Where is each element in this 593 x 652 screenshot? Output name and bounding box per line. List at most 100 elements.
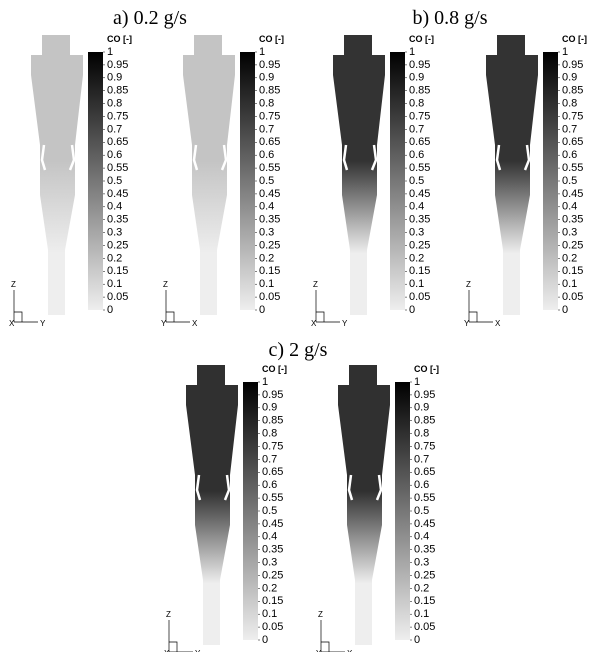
colorbar-tick-label: 0.85	[107, 85, 128, 97]
axis-label: X	[311, 319, 317, 328]
colorbar-tick-label: 0.2	[259, 252, 274, 264]
axis-triad	[468, 290, 493, 323]
reactor	[486, 35, 538, 315]
axis-triad	[168, 620, 193, 652]
colorbar-tick-label: 0.25	[259, 239, 280, 251]
baffle	[347, 474, 383, 501]
plot: CO [-]10.950.90.850.80.750.70.650.60.550…	[9, 34, 132, 328]
axis-label: X	[495, 319, 501, 328]
colorbar-tick-label: 0.5	[262, 505, 277, 517]
axis-triad	[320, 620, 345, 652]
colorbar-tick-label: 0.7	[259, 123, 274, 135]
colorbar-tick-label: 0.95	[562, 59, 583, 71]
axis-label: Y	[40, 319, 46, 328]
colorbar-tick-label: 0.15	[107, 265, 128, 277]
colorbar-tick-label: 0.95	[107, 59, 128, 71]
baffle	[342, 144, 378, 171]
colorbar-tick-label: 0.7	[262, 453, 277, 465]
baffle	[40, 144, 76, 171]
colorbar-tick-label: 0.4	[562, 201, 577, 213]
colorbar-tick-label: 0.35	[562, 214, 583, 226]
colorbar	[390, 52, 405, 310]
baffle	[192, 144, 228, 171]
colorbar-tick-label: 0.6	[562, 149, 577, 161]
colorbar-tick-label: 0.4	[107, 201, 122, 213]
reactor	[333, 35, 385, 315]
colorbar-tick-label: 0.75	[262, 440, 283, 452]
colorbar-tick-label: 0.85	[409, 85, 430, 97]
colorbar-tick-label: 0.15	[414, 595, 435, 607]
colorbar-tick-label: 0.75	[409, 110, 430, 122]
colorbar	[240, 52, 255, 310]
colorbar-tick-label: 0.05	[409, 291, 430, 303]
axis-label: X	[9, 319, 15, 328]
reactor	[183, 35, 235, 315]
colorbar-tick-label: 0.8	[107, 98, 122, 110]
colorbar-tick-label: 0.05	[562, 291, 583, 303]
axis-label: Z	[318, 610, 323, 619]
colorbar-tick-label: 0.65	[107, 136, 128, 148]
colorbar-tick-label: 0.2	[562, 252, 577, 264]
colorbar-tick-label: 0.6	[259, 149, 274, 161]
colorbar-tick-label: 0.75	[107, 110, 128, 122]
colorbar-tick-label: 0.4	[262, 531, 277, 543]
colorbar-tick-label: 0.25	[562, 239, 583, 251]
reactor	[338, 365, 390, 645]
axis-label: Z	[11, 280, 16, 289]
colorbar	[243, 382, 258, 640]
colorbar-tick-label: 0.8	[259, 98, 274, 110]
colorbar	[395, 382, 410, 640]
colorbar-tick-label: 1	[262, 376, 268, 388]
colorbar-tick-label: 0.9	[562, 72, 577, 84]
baffle	[495, 144, 531, 171]
colorbar-tick-label: 0	[414, 634, 420, 646]
axis-label: Y	[464, 319, 470, 328]
axis-label: X	[164, 649, 170, 652]
colorbar-title: CO [-]	[409, 34, 434, 44]
plot: CO [-]10.950.90.850.80.750.70.650.60.550…	[164, 364, 287, 652]
colorbar-tick-label: 0.9	[107, 72, 122, 84]
colorbar-tick-label: 0.2	[262, 582, 277, 594]
colorbar-tick-label: 0.05	[262, 621, 283, 633]
axis-label: Y	[316, 649, 322, 652]
colorbar	[543, 52, 558, 310]
colorbar-tick-label: 0.2	[414, 582, 429, 594]
colorbar-tick-label: 0.4	[259, 201, 274, 213]
colorbar-tick-label: 0.45	[562, 188, 583, 200]
colorbar-tick-label: 0.6	[262, 479, 277, 491]
colorbar-tick-label: 0.75	[414, 440, 435, 452]
colorbar-tick-label: 1	[107, 46, 113, 58]
colorbar-tick-label: 0.8	[414, 428, 429, 440]
axis-label: Z	[313, 280, 318, 289]
colorbar-tick-label: 0.6	[409, 149, 424, 161]
colorbar-tick-label: 0.85	[259, 85, 280, 97]
colorbar-tick-label: 0.3	[562, 227, 577, 239]
colorbar-tick-label: 0.55	[414, 492, 435, 504]
colorbar-title: CO [-]	[262, 364, 287, 374]
axis-label: Y	[342, 319, 348, 328]
colorbar-tick-label: 0	[107, 304, 113, 316]
colorbar-tick-label: 0.75	[259, 110, 280, 122]
colorbar-tick-label: 0.15	[259, 265, 280, 277]
axis-triad	[165, 290, 190, 323]
colorbar-title: CO [-]	[107, 34, 132, 44]
colorbar-tick-label: 0.35	[414, 544, 435, 556]
colorbar-tick-label: 0.15	[262, 595, 283, 607]
axis-label: Z	[166, 610, 171, 619]
colorbar-tick-label: 0.5	[414, 505, 429, 517]
colorbar-tick-label: 0.1	[262, 608, 277, 620]
colorbar-tick-label: 0.65	[262, 466, 283, 478]
colorbar-tick-label: 0.8	[409, 98, 424, 110]
colorbar-tick-label: 0.35	[259, 214, 280, 226]
colorbar-tick-label: 0.2	[107, 252, 122, 264]
colorbar-tick-label: 0.1	[562, 278, 577, 290]
colorbar-tick-label: 0	[562, 304, 568, 316]
colorbar-tick-label: 0.55	[107, 162, 128, 174]
colorbar-tick-label: 0.25	[262, 569, 283, 581]
colorbar-tick-label: 0	[259, 304, 265, 316]
colorbar-tick-label: 0.4	[414, 531, 429, 543]
colorbar-tick-label: 0	[409, 304, 415, 316]
colorbar-tick-label: 0.45	[107, 188, 128, 200]
plot: CO [-]10.950.90.850.80.750.70.650.60.550…	[316, 364, 439, 652]
colorbar-tick-label: 0.65	[259, 136, 280, 148]
